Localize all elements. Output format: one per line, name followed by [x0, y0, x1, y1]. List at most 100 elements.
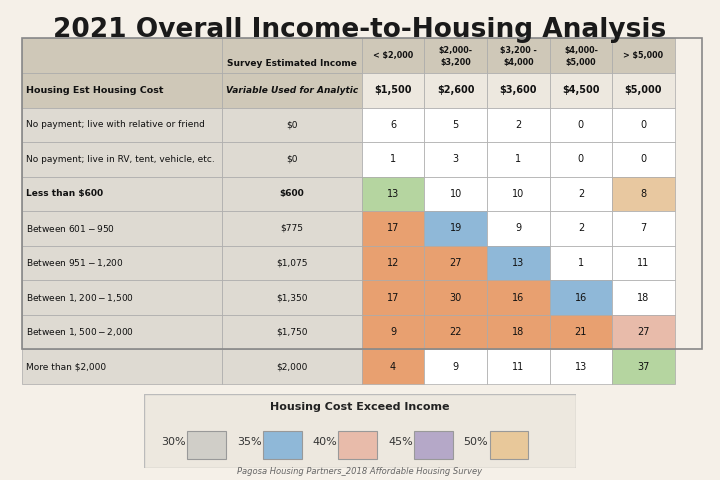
Bar [549, 280, 612, 315]
Bar [22, 177, 222, 211]
Text: 2: 2 [577, 189, 584, 199]
Bar [549, 142, 612, 177]
Bar [414, 431, 453, 459]
Bar [549, 38, 612, 73]
Text: 22: 22 [449, 327, 462, 337]
Text: 7: 7 [640, 224, 647, 233]
Bar [22, 246, 222, 280]
Bar [612, 73, 675, 108]
Text: $3,200 -: $3,200 - [500, 46, 536, 55]
Bar [222, 280, 361, 315]
Text: Between $601 - $950: Between $601 - $950 [26, 223, 114, 234]
Bar [22, 108, 222, 142]
Bar [222, 177, 361, 211]
Bar [424, 38, 487, 73]
Text: 10: 10 [449, 189, 462, 199]
Bar [22, 315, 222, 349]
Text: 1: 1 [390, 155, 396, 164]
Text: 45%: 45% [388, 437, 413, 447]
Bar [612, 142, 675, 177]
Text: Between $951 - $1,200: Between $951 - $1,200 [26, 257, 123, 269]
Text: $4,500: $4,500 [562, 85, 600, 95]
Bar [22, 280, 222, 315]
Bar [222, 315, 361, 349]
Bar [612, 349, 675, 384]
Text: Variable Used for Analytic: Variable Used for Analytic [226, 86, 358, 95]
Bar [22, 142, 222, 177]
Text: 13: 13 [387, 189, 399, 199]
Bar [222, 38, 361, 73]
Text: Survey Estimated Income: Survey Estimated Income [227, 59, 357, 68]
Bar [549, 349, 612, 384]
Bar [487, 211, 549, 246]
Bar [487, 349, 549, 384]
Text: $4,000: $4,000 [503, 58, 534, 67]
Text: Pagosa Housing Partners_2018 Affordable Housing Survey: Pagosa Housing Partners_2018 Affordable … [238, 467, 482, 476]
Bar [612, 280, 675, 315]
Text: 30: 30 [449, 293, 462, 302]
Bar [487, 108, 549, 142]
Text: 37: 37 [637, 362, 649, 372]
Text: $4,000-: $4,000- [564, 46, 598, 55]
Text: $1,075: $1,075 [276, 259, 308, 267]
Bar [612, 177, 675, 211]
Text: Between $1,200 - $1,500: Between $1,200 - $1,500 [26, 292, 134, 304]
Text: > $5,000: > $5,000 [624, 51, 664, 60]
Bar [487, 315, 549, 349]
Text: 27: 27 [449, 258, 462, 268]
Text: 21: 21 [575, 327, 587, 337]
Bar [487, 280, 549, 315]
Bar [424, 108, 487, 142]
Bar [424, 142, 487, 177]
Bar [362, 246, 424, 280]
Bar [549, 108, 612, 142]
Bar [362, 38, 424, 73]
Text: $1,750: $1,750 [276, 328, 308, 336]
Text: $600: $600 [279, 190, 305, 198]
Text: $775: $775 [281, 224, 304, 233]
Bar [612, 315, 675, 349]
Text: < $2,000: < $2,000 [373, 51, 413, 60]
Bar [22, 73, 222, 108]
Text: 30%: 30% [161, 437, 186, 447]
Bar [549, 315, 612, 349]
Bar [549, 177, 612, 211]
Bar [490, 431, 528, 459]
Bar [549, 211, 612, 246]
Text: 19: 19 [449, 224, 462, 233]
Text: Less than $600: Less than $600 [26, 190, 103, 198]
Bar [187, 431, 226, 459]
Text: 5: 5 [453, 120, 459, 130]
Text: 3: 3 [453, 155, 459, 164]
Text: $0: $0 [287, 155, 298, 164]
Text: $1,350: $1,350 [276, 293, 308, 302]
Text: 27: 27 [637, 327, 649, 337]
Text: 2: 2 [516, 120, 521, 130]
Bar [222, 108, 361, 142]
Text: 0: 0 [640, 155, 647, 164]
Bar [487, 73, 549, 108]
Bar [362, 73, 424, 108]
Text: 1: 1 [516, 155, 521, 164]
Bar [222, 349, 361, 384]
Text: 6: 6 [390, 120, 396, 130]
Bar [549, 73, 612, 108]
Text: 0: 0 [640, 120, 647, 130]
Text: No payment; live with relative or friend: No payment; live with relative or friend [26, 120, 204, 129]
Bar [222, 142, 361, 177]
Bar [362, 211, 424, 246]
Bar [487, 177, 549, 211]
Text: 50%: 50% [464, 437, 488, 447]
Bar [362, 142, 424, 177]
Text: 16: 16 [512, 293, 524, 302]
Text: 2: 2 [577, 224, 584, 233]
Text: No payment; live in RV, tent, vehicle, etc.: No payment; live in RV, tent, vehicle, e… [26, 155, 215, 164]
Text: Between $1,500 - $2,000: Between $1,500 - $2,000 [26, 326, 134, 338]
Bar [612, 246, 675, 280]
Text: $3,200: $3,200 [441, 58, 471, 67]
Bar [362, 349, 424, 384]
Text: $2,000: $2,000 [276, 362, 307, 371]
Text: 12: 12 [387, 258, 400, 268]
Text: 40%: 40% [312, 437, 337, 447]
Text: 18: 18 [637, 293, 649, 302]
